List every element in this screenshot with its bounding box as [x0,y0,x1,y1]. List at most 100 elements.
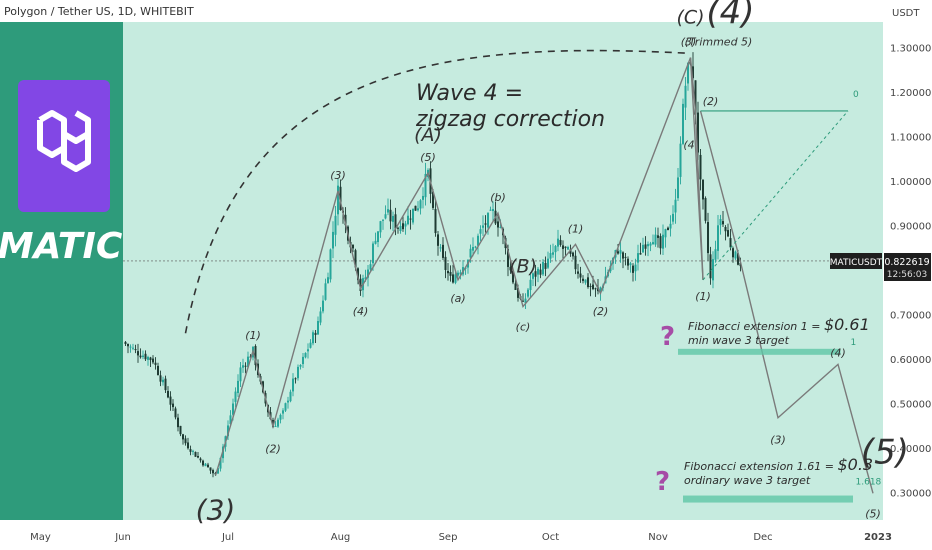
candle-body [279,414,282,420]
candle-body [449,272,452,276]
candle-body [552,252,554,255]
candle-body [482,225,484,228]
candle-body [699,154,702,180]
candle-body [352,244,354,249]
candle-body [674,199,677,213]
candle-body [622,252,624,259]
wave-path-top [689,57,704,280]
candle-body [272,419,274,428]
candle-body [377,231,379,243]
candle-body [282,410,284,414]
wave-label: (3) [330,169,346,182]
candle-body [717,225,719,251]
wave-label: (4 [683,139,694,152]
candle-body [242,365,244,368]
candle-body [644,244,647,249]
candle-body [187,442,189,449]
candle-body [397,227,399,229]
candle-body [547,258,549,268]
candle-body [212,470,214,474]
candle-body [589,286,592,288]
candle-body [234,391,237,402]
y-tick-label: 0.300000 [890,488,932,499]
candle-body [497,221,499,228]
fib-level-1618-label: 1.618 [856,477,882,487]
wave-label: (2) [703,95,719,108]
candle-body [472,247,474,251]
candle-body [404,223,407,227]
projected-wave-path [699,110,874,494]
candle-body [632,265,634,273]
candle-body [722,221,724,225]
candle-body [579,273,582,278]
candle-body [714,249,717,260]
candle-body [627,258,629,266]
wave-label: (1) [568,222,584,235]
candle-body [652,242,654,245]
candle-body [542,261,544,275]
wave-label: (1) [245,329,261,342]
wave-path [214,57,704,476]
matic-label: MATIC [0,226,123,267]
candle-body [424,173,427,198]
question-icon-2: ? [655,467,670,497]
price-badge [884,253,931,281]
candle-body [154,362,157,365]
candle-body [642,244,644,253]
candle-body [529,279,532,291]
candle-body [617,251,619,254]
candle-body [447,270,449,274]
x-tick-label: Dec [753,532,772,543]
candle-body [392,215,394,222]
candle-body [127,343,129,347]
candle-body [657,235,659,238]
candle-body [639,253,642,255]
candle-body [314,332,317,335]
question-icon-1: ? [660,322,675,352]
time-axis[interactable]: May Jun Jul Aug Sep Oct Nov Dec 2023 [30,532,892,543]
candle-body [679,143,682,177]
last-price-badge: MATICUSDT 0.822619 12:56:03 [830,253,931,281]
candle-body [687,63,689,84]
candle-body [432,191,434,208]
candle-body [654,234,657,245]
candle-body [207,464,209,468]
candle-body [254,346,257,366]
candle-body [584,279,587,283]
candle-body [399,226,402,232]
candle-body [719,219,722,226]
candle-body [634,264,637,272]
wave-label: (B) [509,256,537,278]
candle-body [649,243,652,246]
candle-body [537,268,539,275]
x-tick-label: Sep [439,532,458,543]
candle-body [469,248,472,258]
candle-body [539,269,542,275]
y-tick-label: 1.300000 [890,44,932,55]
candle-body [572,252,574,257]
candle-body [174,408,177,418]
candle-body [177,417,179,428]
candle-body [337,185,339,215]
candle-body [544,263,547,269]
candle-body [184,438,187,444]
candle-body [322,300,324,312]
candle-body [309,342,312,348]
candle-body [709,254,712,279]
fib1-value: $0.61 [824,315,870,334]
candle-body [444,256,447,270]
candle-body [562,245,564,249]
wave-label: (4) [706,0,754,33]
candle-body [359,278,362,292]
symbol-badge [830,253,882,269]
fib-level-0-label: 0 [853,90,859,100]
fib1-annotation-line2: min wave 3 target [688,334,790,347]
candle-body [664,229,667,238]
fib161-annotation-line1: Fibonacci extension 1.61 = $0.3 [684,455,873,474]
candle-body [692,66,694,79]
candle-body [712,259,714,281]
